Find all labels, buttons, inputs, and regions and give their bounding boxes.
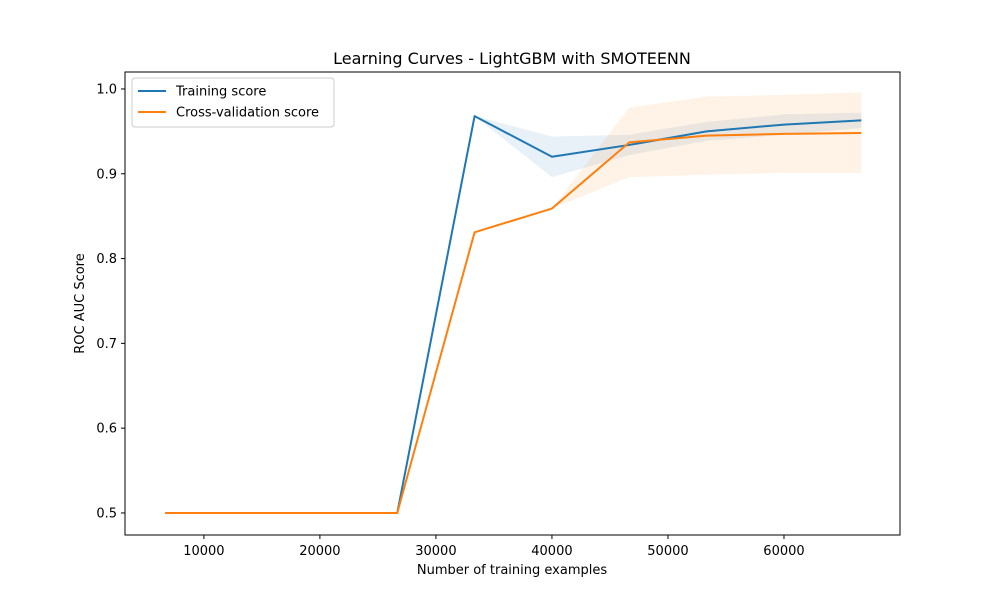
x-tick-label: 20000 [299,544,340,559]
cross-validation-score-band [165,92,862,513]
legend-label-training: Training score [175,85,266,100]
y-tick-label: 0.8 [96,252,117,267]
plot-area-frame [124,71,901,536]
legend-box [131,77,335,128]
x-tick-label: 30000 [415,544,456,559]
y-axis-label: ROC AUC Score [73,253,88,354]
x-tick-label: 50000 [647,544,688,559]
y-tick-label: 0.9 [96,167,117,182]
x-tick-label: 10000 [183,544,224,559]
y-tick-label: 0.5 [96,506,117,521]
y-tick-label: 0.6 [96,422,117,437]
legend-label-cross-validation: Cross-validation score [176,106,319,121]
training-score-line [165,115,862,514]
x-tick-label: 60000 [763,544,804,559]
y-tick-label: 1.0 [96,82,117,97]
x-tick-label: 40000 [531,544,572,559]
y-tick-label: 0.7 [96,337,117,352]
x-axis-label: Number of training examples [417,563,607,578]
cross-validation-score-line [165,132,862,514]
legend: Training score Cross-validation score [131,77,335,128]
chart-title: Learning Curves - LightGBM with SMOTEENN [333,49,691,68]
